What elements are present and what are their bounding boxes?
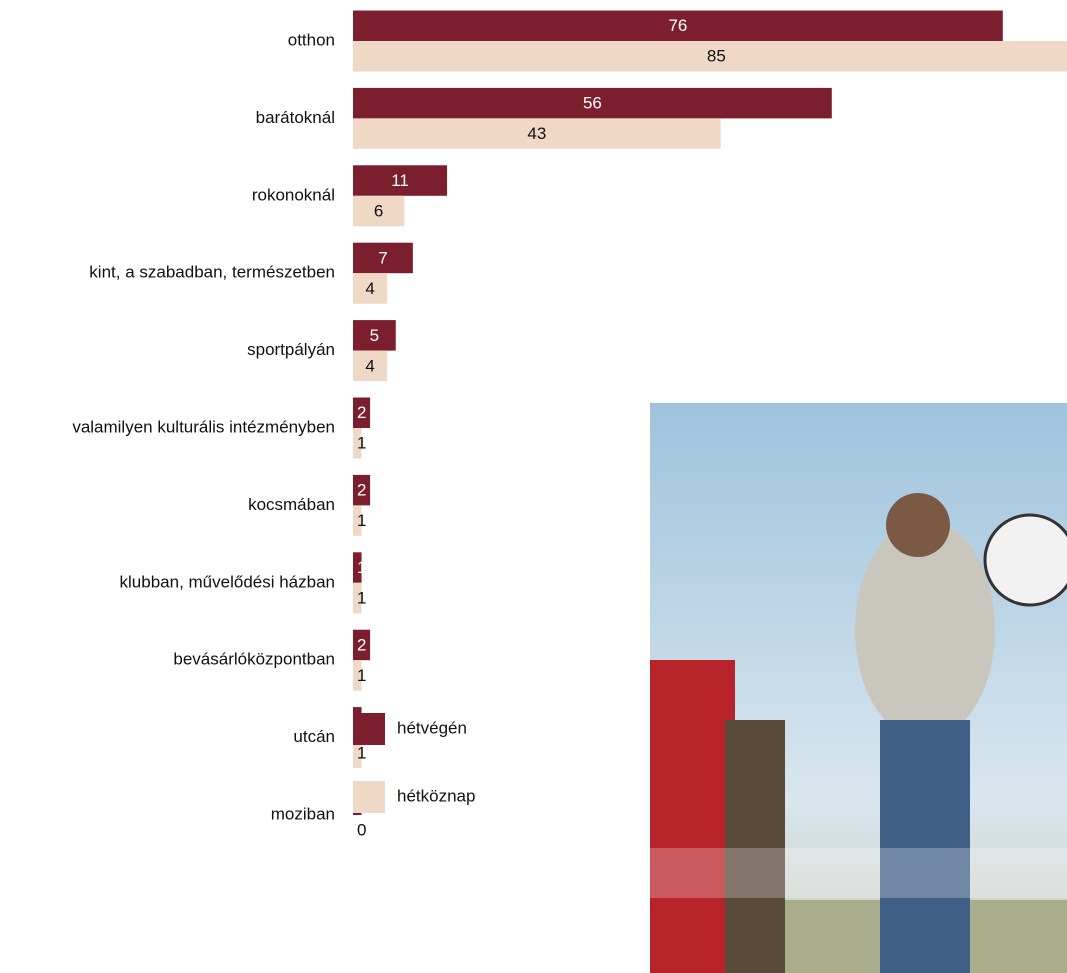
category-label: rokonoknál xyxy=(252,185,335,204)
category-label: kocsmában xyxy=(248,495,335,514)
bar xyxy=(353,10,1003,41)
photo-person xyxy=(880,720,970,973)
value-label: 43 xyxy=(527,124,546,143)
category-label: sportpályán xyxy=(247,340,335,359)
value-label: 85 xyxy=(707,47,726,66)
value-label: 1 xyxy=(357,558,366,577)
bar xyxy=(353,320,396,351)
category-label: klubban, művelődési házban xyxy=(120,572,335,591)
value-label: 11 xyxy=(391,171,409,190)
photo-person xyxy=(725,720,785,973)
category-label: moziban xyxy=(271,804,335,823)
value-label: 1 xyxy=(357,589,366,608)
value-label: 2 xyxy=(357,635,366,654)
bar xyxy=(353,660,362,691)
value-label: 2 xyxy=(357,403,366,422)
value-label: 2 xyxy=(357,481,366,500)
photo xyxy=(650,403,1067,973)
bar xyxy=(353,552,362,583)
bar xyxy=(353,165,448,196)
value-label: 1 xyxy=(357,511,366,530)
bar xyxy=(353,273,388,304)
photo-band xyxy=(650,848,1067,898)
bar xyxy=(353,87,832,119)
photo-person xyxy=(855,520,995,740)
legend-swatch xyxy=(353,713,385,745)
bar xyxy=(353,582,362,614)
bar xyxy=(353,41,1067,72)
legend-label: hétvégén xyxy=(397,718,467,737)
bar xyxy=(353,118,721,149)
value-label: 5 xyxy=(370,326,379,345)
bar xyxy=(353,428,362,459)
value-label: 0 xyxy=(357,821,366,840)
category-label: barátoknál xyxy=(256,108,335,127)
value-label: 76 xyxy=(668,16,687,35)
bar xyxy=(353,474,371,506)
category-label: valamilyen kulturális intézményben xyxy=(72,417,335,436)
category-label: bevásárlóközpontban xyxy=(173,650,335,669)
value-label: 4 xyxy=(365,279,374,298)
bar xyxy=(353,505,362,536)
value-label: 7 xyxy=(378,248,387,267)
value-label: 1 xyxy=(357,666,366,685)
value-label: 1 xyxy=(357,434,366,453)
value-label: 4 xyxy=(365,356,374,375)
value-label: 56 xyxy=(583,94,602,113)
category-label: utcán xyxy=(293,727,335,746)
photo-ball xyxy=(983,513,1067,607)
category-label: otthon xyxy=(288,30,335,49)
photo-head xyxy=(886,493,950,557)
value-label: 1 xyxy=(357,743,366,762)
category-label: kint, a szabadban, természetben xyxy=(89,263,335,282)
bar xyxy=(353,737,362,769)
photo-person xyxy=(650,660,735,973)
bar xyxy=(353,350,388,382)
bar xyxy=(353,242,413,274)
bar xyxy=(353,397,371,428)
legend-swatch xyxy=(353,781,385,813)
value-label: 6 xyxy=(374,202,383,221)
legend-label: hétköznap xyxy=(397,786,475,805)
bar xyxy=(353,195,405,227)
bar xyxy=(353,629,371,661)
